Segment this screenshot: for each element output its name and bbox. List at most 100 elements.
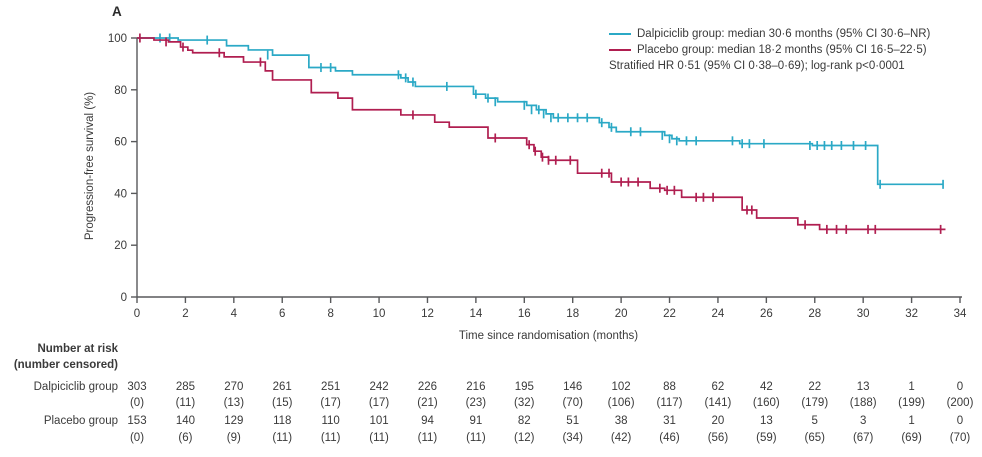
km-curve-dalpiciclib — [137, 37, 944, 186]
y-tick-label: 80 — [114, 85, 127, 97]
at-risk-value: 118 — [273, 415, 292, 427]
at-risk-value: 31 — [663, 415, 676, 427]
censored-value: (65) — [804, 432, 825, 444]
censored-value: (59) — [756, 432, 777, 444]
at-risk-value: 94 — [421, 415, 434, 427]
dalpiciclib-line-swatch — [609, 33, 631, 35]
censored-value: (160) — [752, 397, 780, 409]
censored-value: (11) — [466, 432, 486, 444]
x-tick-label: 30 — [857, 308, 870, 320]
legend-entry-placebo: Placebo group: median 18·2 months (95% C… — [609, 42, 930, 58]
x-tick-label: 14 — [469, 308, 482, 320]
x-tick-label: 0 — [134, 308, 140, 320]
at-risk-value: 51 — [566, 415, 580, 427]
x-tick-label: 8 — [327, 308, 333, 320]
censored-value: (13) — [223, 397, 245, 409]
at-risk-value: 3 — [859, 415, 867, 427]
x-tick-label: 24 — [712, 308, 725, 320]
at-risk-value: 0 — [956, 381, 964, 393]
at-risk-value: 195 — [514, 381, 534, 393]
censored-value: (11) — [272, 432, 293, 444]
censored-value: (11) — [417, 432, 438, 444]
at-risk-value: 303 — [127, 381, 147, 393]
x-tick-label: 16 — [518, 308, 531, 320]
x-tick-label: 10 — [373, 308, 386, 320]
x-tick-label: 22 — [663, 308, 676, 320]
at-risk-value: 146 — [563, 381, 583, 393]
censored-value: (32) — [514, 397, 535, 409]
censored-value: (69) — [901, 432, 922, 444]
at-risk-value: 242 — [369, 381, 389, 393]
censored-value: (23) — [465, 397, 487, 409]
at-risk-value: 129 — [224, 415, 244, 427]
risk-row-label-dalpiciclib: Dalpiciclib group — [33, 381, 118, 393]
at-risk-value: 82 — [517, 415, 531, 427]
at-risk-value: 38 — [614, 415, 628, 427]
at-risk-value: 140 — [175, 415, 195, 427]
at-risk-value: 226 — [417, 381, 438, 393]
x-tick-label: 32 — [905, 308, 918, 320]
x-tick-label: 28 — [808, 308, 821, 320]
censored-value: (70) — [562, 397, 583, 409]
at-risk-value: 285 — [175, 381, 195, 393]
censored-value: (56) — [707, 432, 729, 444]
risk-table-header: Number at risk — [37, 343, 118, 355]
at-risk-value: 22 — [808, 381, 822, 393]
x-tick-label: 6 — [279, 308, 285, 320]
censored-value: (0) — [129, 432, 145, 444]
x-axis-title: Time since randomisation (months) — [458, 330, 639, 342]
x-tick-label: 34 — [954, 308, 967, 320]
at-risk-value: 153 — [127, 415, 147, 427]
at-risk-value: 1 — [908, 415, 915, 427]
censored-value: (0) — [129, 397, 145, 409]
censored-value: (11) — [175, 397, 196, 409]
at-risk-value: 20 — [711, 415, 725, 427]
censored-value: (199) — [898, 397, 925, 409]
y-tick-label: 0 — [121, 292, 127, 304]
risk-row-label-placebo: Placebo group — [43, 415, 118, 427]
y-tick-label: 20 — [114, 240, 127, 252]
censored-value: (67) — [852, 432, 874, 444]
at-risk-value: 42 — [759, 381, 773, 393]
at-risk-value: 5 — [811, 415, 818, 427]
censored-value: (188) — [849, 397, 877, 409]
x-tick-label: 4 — [231, 308, 238, 320]
axes — [136, 38, 962, 298]
km-curve-placebo — [137, 37, 946, 231]
legend: Dalpiciclib group: median 30·6 months (9… — [609, 26, 930, 74]
censored-value: (17) — [320, 397, 341, 409]
legend-entry-label: Placebo group: median 18·2 months (95% C… — [637, 44, 927, 56]
at-risk-value: 91 — [469, 415, 483, 427]
censored-value: (12) — [514, 432, 535, 444]
censored-value: (11) — [369, 432, 389, 444]
censored-value: (106) — [607, 397, 635, 409]
censored-value: (15) — [272, 397, 293, 409]
at-risk-value: 0 — [956, 415, 964, 427]
at-risk-value: 62 — [711, 381, 725, 393]
at-risk-value: 251 — [321, 381, 341, 393]
censored-value: (117) — [656, 397, 683, 409]
censored-value: (179) — [801, 397, 829, 409]
y-tick-label: 100 — [108, 33, 127, 45]
at-risk-value: 102 — [611, 381, 631, 393]
x-tick-label: 12 — [421, 308, 434, 320]
censored-value: (70) — [949, 432, 971, 444]
censored-value: (34) — [562, 432, 583, 444]
at-risk-value: 1 — [908, 381, 915, 393]
legend-entry-label: Dalpiciclib group: median 30·6 months (9… — [637, 28, 931, 40]
censored-value: (11) — [320, 432, 341, 444]
x-tick-label: 18 — [566, 308, 579, 320]
censored-value: (21) — [417, 397, 438, 409]
at-risk-value: 110 — [321, 415, 340, 427]
at-risk-value: 216 — [466, 381, 486, 393]
at-risk-value: 13 — [856, 381, 870, 393]
y-tick-label: 40 — [114, 188, 127, 200]
censored-value: (46) — [659, 432, 680, 444]
censored-value: (141) — [704, 397, 732, 409]
x-tick-label: 2 — [182, 308, 188, 320]
risk-table-subheader: (number censored) — [13, 359, 118, 371]
placebo-line-swatch — [609, 49, 631, 51]
y-axis-title: Progression-free survival (%) — [84, 91, 96, 241]
